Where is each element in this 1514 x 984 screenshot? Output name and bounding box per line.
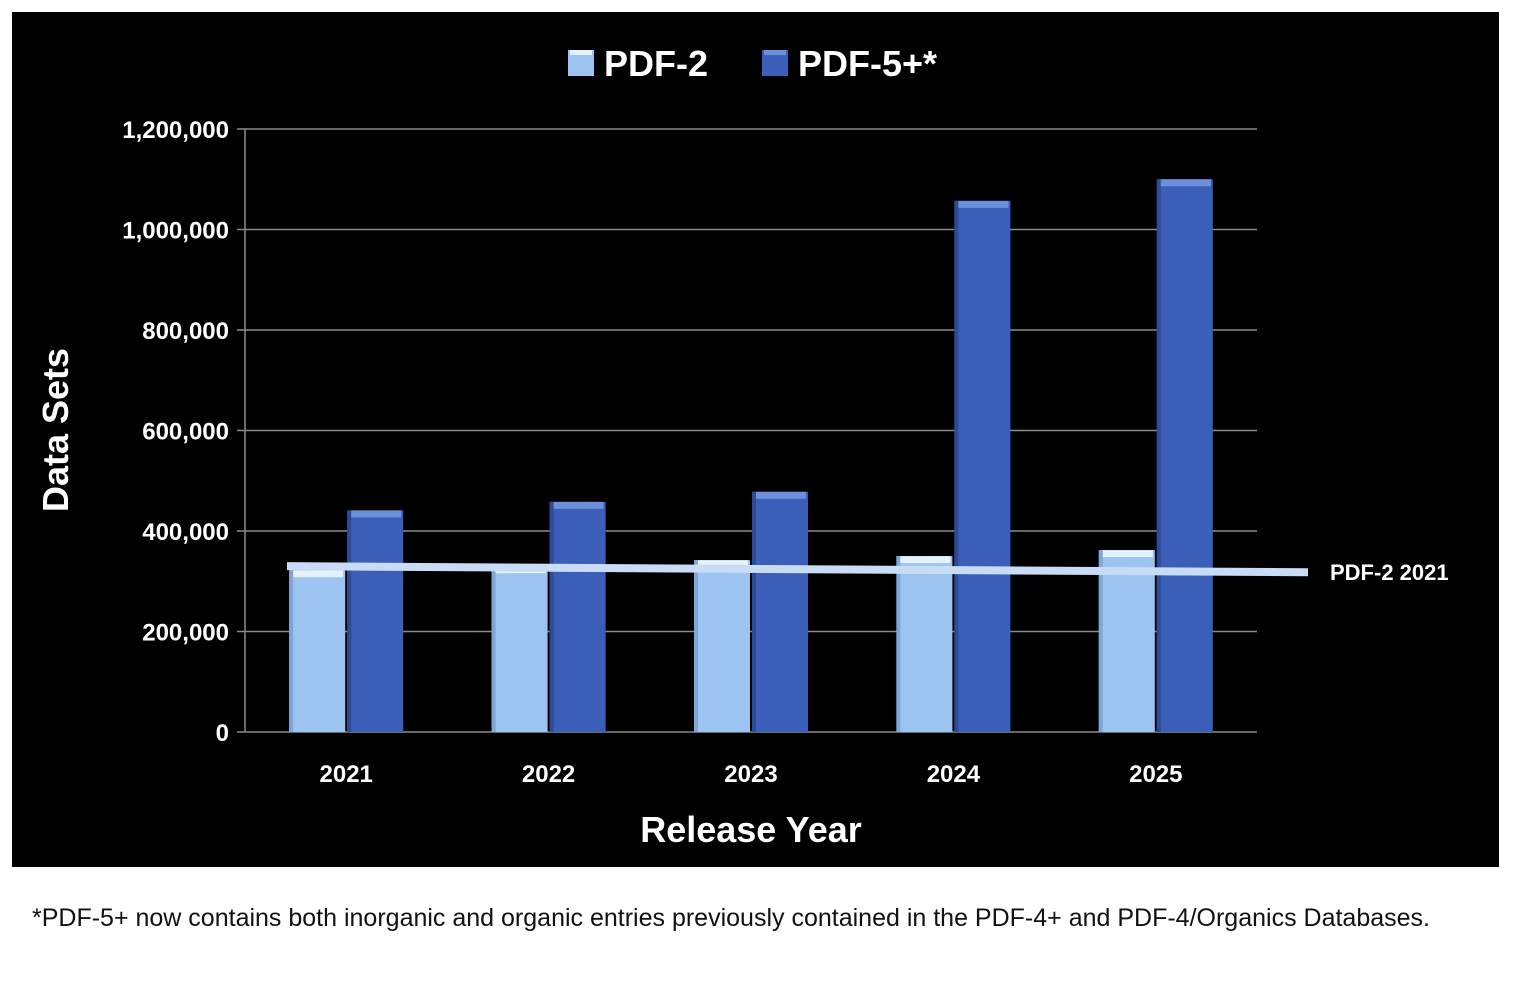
bar-bevel — [1158, 179, 1211, 187]
bar-bevel — [956, 200, 1009, 208]
bar-pdf2-2021 — [289, 570, 346, 732]
bar-shade — [549, 501, 554, 732]
x-axis-title: Release Year — [640, 809, 862, 850]
bar-pdf2-2024 — [896, 556, 953, 732]
bar-chart: PDF-2 2021 0 200,000 400,000 600,000 800,000… — [35, 43, 1449, 850]
x-tick-label: 2021 — [320, 761, 373, 788]
grid-lines — [237, 128, 1257, 733]
bar-pdf5-2023 — [752, 491, 808, 732]
bar-pdf2-2022 — [491, 566, 548, 732]
y-tick-label: 400,000 — [142, 519, 229, 546]
bar-pdf5-2022 — [549, 501, 606, 732]
bar-shade — [491, 566, 496, 732]
bar-pdf5-2024 — [954, 200, 1011, 733]
legend-label-1: PDF-5+* — [798, 43, 937, 84]
legend-swatch-bevel — [570, 50, 592, 55]
axes: 0 200,000 400,000 600,000 800,000 1,000,000 1,… — [35, 117, 1182, 850]
bar-shade — [694, 560, 698, 732]
y-tick-label: 1,200,000 — [122, 117, 229, 144]
bar-bevel — [349, 510, 402, 518]
bar-shade — [896, 556, 901, 732]
y-axis-title: Data Sets — [35, 348, 76, 512]
bar-pdf2-2023 — [694, 560, 750, 732]
reference-line-pdf2-2021 — [286, 562, 1309, 577]
x-tick-label: 2022 — [522, 761, 575, 788]
x-tick-label: 2024 — [927, 761, 981, 788]
y-tick-label: 600,000 — [142, 419, 229, 446]
bars — [289, 179, 1213, 733]
bar-bevel — [696, 560, 748, 568]
y-tick-label: 1,000,000 — [122, 218, 229, 245]
reference-line-label: PDF-2 2021 — [1330, 560, 1449, 585]
bar-bevel — [1100, 550, 1153, 558]
y-tick-label: 200,000 — [142, 620, 229, 647]
bar-bevel — [291, 570, 344, 578]
bar-shade — [1098, 550, 1103, 732]
legend-swatch-bevel — [764, 50, 786, 55]
bar-shade — [289, 570, 294, 732]
chart-panel: PDF-2 2021 0 200,000 400,000 600,000 800,000… — [12, 12, 1499, 867]
y-tick-label: 0 — [216, 720, 229, 747]
reference-line: PDF-2 2021 — [286, 560, 1449, 585]
legend-label-0: PDF-2 — [604, 43, 708, 84]
bar-shade — [752, 491, 756, 732]
bar-shade — [347, 510, 352, 732]
bar-bevel — [551, 501, 604, 509]
bar-bevel — [754, 491, 806, 499]
bar-bevel — [898, 556, 951, 564]
bar-pdf5-2025 — [1156, 179, 1213, 732]
footnote: *PDF-5+ now contains both inorganic and … — [32, 904, 1430, 932]
bar-shade — [954, 200, 959, 733]
bar-pdf2-2025 — [1098, 550, 1155, 732]
x-tick-label: 2023 — [724, 761, 777, 788]
y-tick-label: 800,000 — [142, 318, 229, 345]
legend: PDF-2 PDF-5+* — [568, 43, 937, 84]
bar-pdf5-2021 — [347, 510, 404, 732]
x-tick-label: 2025 — [1129, 761, 1182, 788]
bar-shade — [1156, 179, 1161, 732]
